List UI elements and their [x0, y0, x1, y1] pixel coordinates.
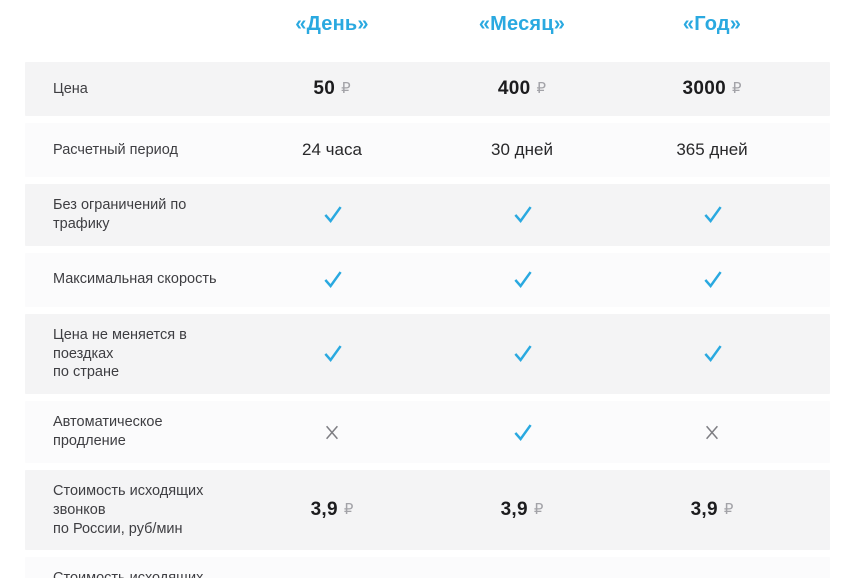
- comparison-row: Максимальная скорость: [25, 252, 830, 307]
- price-value: 3000: [682, 78, 726, 99]
- feature-excluded-cell: [617, 423, 807, 442]
- cross-icon: [703, 423, 721, 442]
- check-icon: [701, 204, 724, 225]
- ruble-sign: ₽: [731, 80, 742, 97]
- price-value: 3,9: [500, 499, 528, 521]
- comparison-row: Расчетный период 24 часа 30 дней 365 дней: [25, 123, 830, 177]
- price-cell: 3,9 ₽: [237, 499, 427, 521]
- check-icon: [321, 204, 344, 225]
- price-value: 50: [313, 78, 336, 99]
- check-icon: [511, 204, 534, 225]
- check-icon: [511, 269, 534, 290]
- comparison-row: Стоимость исходящих SMS/MMS по России, р…: [25, 557, 830, 578]
- check-icon: [701, 269, 724, 290]
- check-icon: [511, 343, 534, 364]
- ruble-sign: ₽: [533, 501, 544, 519]
- text-value: 365 дней: [676, 140, 748, 159]
- check-icon: [321, 269, 344, 290]
- feature-included-cell: [237, 204, 427, 225]
- price-cell: 400 ₽: [427, 78, 617, 100]
- text-value: 24 часа: [302, 140, 362, 159]
- row-label: Автоматическое продление: [53, 414, 163, 450]
- price-value: 3,9: [690, 499, 718, 521]
- check-icon: [701, 343, 724, 364]
- feature-included-cell: [427, 343, 617, 364]
- cross-icon: [323, 423, 341, 442]
- check-icon: [321, 343, 344, 364]
- table-header-row: «День» «Месяц» «Год»: [25, 6, 830, 42]
- ruble-sign: ₽: [341, 80, 351, 97]
- plan-column-header: «День»: [295, 12, 369, 35]
- comparison-row: Без ограничений по трафику: [25, 184, 830, 246]
- row-label: Без ограничений по трафику: [53, 197, 187, 232]
- feature-included-cell: [617, 204, 807, 225]
- feature-included-cell: [617, 343, 807, 364]
- plan-column-header: «Месяц»: [478, 12, 566, 35]
- comparison-row: Автоматическое продление: [25, 401, 830, 463]
- feature-included-cell: [427, 204, 617, 225]
- row-label: Стоимость исходящих звонков по России, р…: [53, 482, 204, 537]
- ruble-sign: ₽: [723, 501, 734, 519]
- feature-included-cell: [427, 269, 617, 290]
- row-label: Стоимость исходящих SMS/MMS по России, р…: [25, 569, 237, 578]
- feature-included-cell: [237, 343, 427, 364]
- comparison-row: Цена 50 ₽400 ₽3000 ₽: [25, 62, 830, 116]
- row-label: Цена: [53, 80, 88, 97]
- row-label: Цена не меняется в поездках по стране: [53, 326, 187, 381]
- plan-column-header: «Год»: [682, 12, 742, 35]
- row-label: Расчетный период: [53, 141, 178, 158]
- price-cell: 3,9 ₽: [617, 499, 807, 521]
- row-label: Максимальная скорость: [53, 271, 217, 288]
- price-cell: 3000 ₽: [617, 78, 807, 100]
- check-icon: [511, 422, 534, 443]
- comparison-row: Стоимость исходящих звонков по России, р…: [25, 469, 830, 551]
- price-cell: 3,9 ₽: [427, 499, 617, 521]
- feature-excluded-cell: [237, 423, 427, 442]
- text-value-cell: 24 часа: [237, 140, 427, 160]
- text-value: 30 дней: [491, 140, 553, 159]
- price-value: 400: [497, 78, 531, 99]
- ruble-sign: ₽: [343, 501, 354, 519]
- feature-included-cell: [427, 422, 617, 443]
- text-value-cell: 365 дней: [617, 140, 807, 160]
- ruble-sign: ₽: [536, 80, 547, 97]
- feature-included-cell: [237, 269, 427, 290]
- comparison-row: Цена не меняется в поездках по стране: [25, 313, 830, 395]
- text-value-cell: 30 дней: [427, 140, 617, 160]
- price-cell: 50 ₽: [237, 78, 427, 100]
- feature-included-cell: [617, 269, 807, 290]
- price-value: 3,9: [310, 499, 338, 521]
- pricing-table-body: Цена 50 ₽400 ₽3000 ₽ Расчетный период 24 часа 3…: [0, 62, 850, 578]
